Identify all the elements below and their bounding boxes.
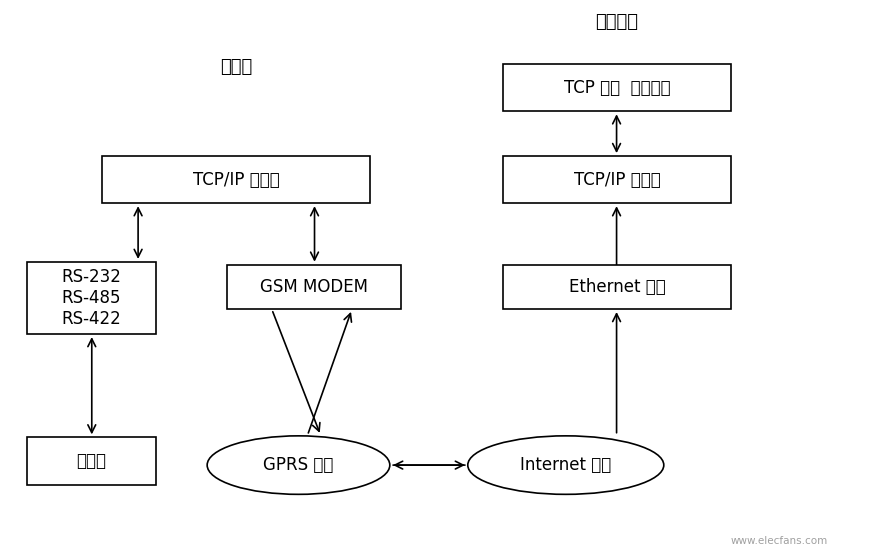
- FancyBboxPatch shape: [503, 265, 731, 309]
- Text: Ethernet 端口: Ethernet 端口: [568, 278, 666, 296]
- Text: GSM MODEM: GSM MODEM: [260, 278, 368, 296]
- FancyBboxPatch shape: [227, 265, 401, 309]
- FancyBboxPatch shape: [27, 437, 156, 485]
- Text: TCP/IP 协议栈: TCP/IP 协议栈: [574, 170, 660, 189]
- Text: www.elecfans.com: www.elecfans.com: [731, 536, 829, 546]
- Text: TCP 端口  应用软件: TCP 端口 应用软件: [564, 79, 670, 97]
- Text: RS-232
RS-485
RS-422: RS-232 RS-485 RS-422: [61, 268, 121, 328]
- FancyBboxPatch shape: [102, 156, 370, 203]
- Text: 服务器端: 服务器端: [595, 13, 638, 31]
- Text: Internet 网络: Internet 网络: [520, 456, 611, 474]
- Text: 下位机: 下位机: [77, 452, 106, 470]
- Text: 客户端: 客户端: [220, 58, 252, 76]
- FancyBboxPatch shape: [503, 156, 731, 203]
- Text: GPRS 网络: GPRS 网络: [264, 456, 333, 474]
- FancyBboxPatch shape: [27, 262, 156, 334]
- FancyBboxPatch shape: [503, 64, 731, 111]
- Ellipse shape: [208, 436, 390, 495]
- Text: TCP/IP 协议栈: TCP/IP 协议栈: [192, 170, 280, 189]
- Ellipse shape: [468, 436, 664, 495]
